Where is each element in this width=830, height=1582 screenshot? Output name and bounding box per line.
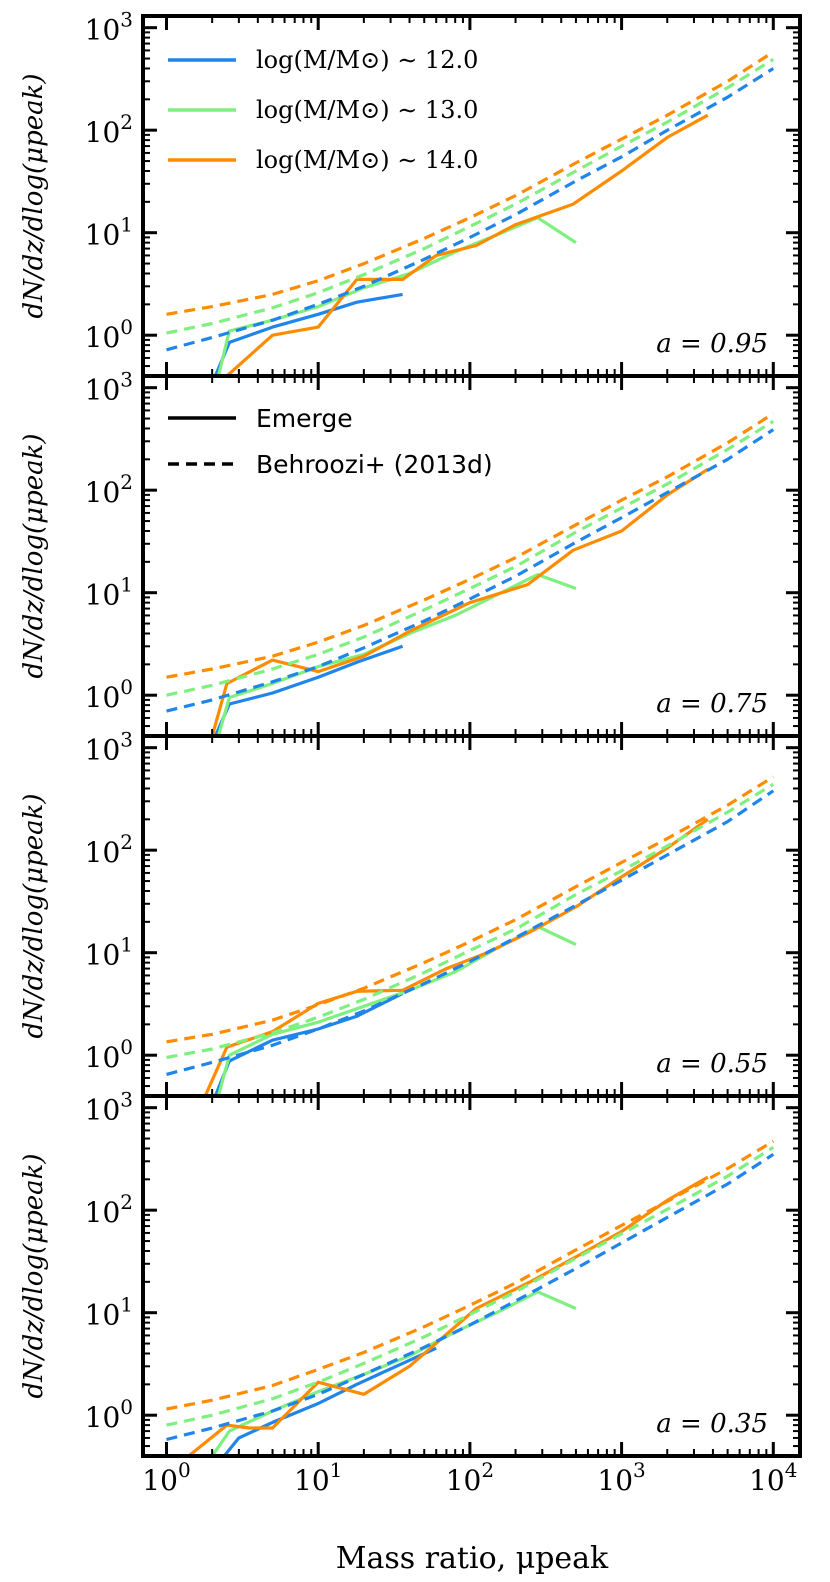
series-line-13-0-dashed xyxy=(166,58,775,335)
series-line-13-0-solid xyxy=(210,1290,577,1456)
series-group xyxy=(166,775,775,1096)
panel-frame xyxy=(141,374,802,738)
series-line-14-0-dashed xyxy=(166,50,775,316)
panel-annotation: a = 0.55 xyxy=(656,1049,768,1079)
y-tick-label: 102 xyxy=(85,470,133,509)
y-tick-label: 101 xyxy=(85,573,133,612)
panel-frame xyxy=(141,1094,802,1458)
series-line-12-0-dashed xyxy=(166,67,775,352)
y-tick-label: 103 xyxy=(85,728,133,767)
y-tick-label: 100 xyxy=(85,1035,133,1074)
series-line-13-0-solid xyxy=(216,572,577,736)
y-axis-label: dN/dz/dlog(μpeak) xyxy=(19,434,49,679)
series-line-12-0-solid xyxy=(213,292,403,376)
panel-annotation: a = 0.75 xyxy=(656,689,768,719)
y-axis-label: dN/dz/dlog(μpeak) xyxy=(19,794,49,1039)
panel-1: 100 101 102 103 dN/dz/dlog(μpeak) a = 0.95 log… xyxy=(19,8,802,378)
series-line-12-0-dashed xyxy=(166,1153,775,1442)
legend-label: log(M/M⊙) ∼ 14.0 xyxy=(256,146,478,174)
legend-label: log(M/M⊙) ∼ 13.0 xyxy=(256,96,478,124)
y-tick-label: 101 xyxy=(85,213,133,252)
series-line-13-0-dashed xyxy=(166,782,775,1060)
series-line-12-0-dashed xyxy=(166,428,775,713)
legend-mass: log(M/M⊙) ∼ 12.0 log(M/M⊙) ∼ 13.0 log(M/M⊙… xyxy=(168,46,478,174)
y-tick-label: 102 xyxy=(85,830,133,869)
x-tick-label: 101 xyxy=(294,1458,342,1497)
y-tick-label: 100 xyxy=(85,675,133,714)
series-line-13-0-solid xyxy=(216,924,577,1096)
panel-3: 100 101 102 103 dN/dz/dlog(μpeak) a = 0.55 xyxy=(19,728,802,1098)
y-axis-label: dN/dz/dlog(μpeak) xyxy=(19,74,49,319)
x-tick-label: 104 xyxy=(749,1458,797,1497)
series-group xyxy=(166,412,775,736)
panel-annotation: a = 0.95 xyxy=(656,329,768,359)
series-line-14-0-dashed xyxy=(166,775,775,1044)
series-line-14-0-solid xyxy=(187,1175,709,1456)
series-group xyxy=(166,50,775,376)
series-line-14-0-solid xyxy=(210,467,709,736)
panel-annotation: a = 0.35 xyxy=(656,1409,768,1439)
panel-2: 100 101 102 103 dN/dz/dlog(μpeak) a = 0.75 Eme… xyxy=(19,368,802,738)
series-line-14-0-dashed xyxy=(166,412,775,679)
y-tick-label: 103 xyxy=(85,8,133,47)
x-tick-label: 103 xyxy=(597,1458,645,1497)
series-line-12-0-dashed xyxy=(166,789,775,1076)
series-line-13-0-dashed xyxy=(166,1146,775,1427)
y-tick-label: 100 xyxy=(85,315,133,354)
series-line-14-0-solid xyxy=(225,113,709,376)
series-line-12-0-solid xyxy=(222,1346,437,1456)
x-tick-label: 102 xyxy=(446,1458,494,1497)
legend-label: Behroozi+ (2013d) xyxy=(256,450,493,479)
y-tick-label: 102 xyxy=(85,1190,133,1229)
x-axis-label: Mass ratio, μpeak xyxy=(336,1541,609,1576)
y-axis-label: dN/dz/dlog(μpeak) xyxy=(19,1154,49,1399)
chart-panels: 100 101 102 103 dN/dz/dlog(μpeak) a = 0.95 log… xyxy=(19,8,802,1497)
series-group xyxy=(166,1139,775,1456)
series-line-13-0-dashed xyxy=(166,419,775,697)
y-tick-label: 103 xyxy=(85,1088,133,1127)
series-line-14-0-dashed xyxy=(166,1139,775,1411)
y-tick-label: 102 xyxy=(85,110,133,149)
legend-label: Emerge xyxy=(256,404,353,433)
legend-style: Emerge Behroozi+ (2013d) xyxy=(168,404,493,479)
y-tick-label: 101 xyxy=(85,1293,133,1332)
panel-4: 100 101 102 103 dN/dz/dlog(μpeak) a = 0.35 100… xyxy=(19,1088,802,1497)
y-tick-label: 101 xyxy=(85,933,133,972)
x-tick-label: 100 xyxy=(142,1458,190,1497)
y-tick-label: 100 xyxy=(85,1395,133,1434)
legend-label: log(M/M⊙) ∼ 12.0 xyxy=(256,46,478,74)
y-tick-label: 103 xyxy=(85,368,133,407)
